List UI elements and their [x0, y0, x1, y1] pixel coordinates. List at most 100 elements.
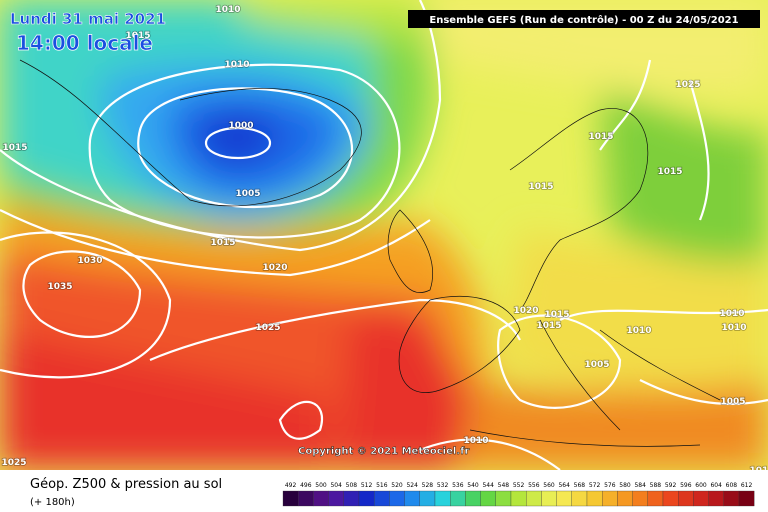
isobar-label: 1005 — [235, 189, 260, 199]
scale-label: 600 — [695, 482, 707, 489]
isobar-label: 1025 — [255, 323, 280, 333]
scale-swatch — [510, 490, 527, 507]
local-time: 14:00 locale — [16, 31, 153, 55]
isobar-label: 1035 — [47, 282, 72, 292]
isobar-label: 1015 — [2, 143, 27, 153]
scale-swatch — [298, 490, 314, 507]
isobar-label: 1005 — [584, 360, 609, 370]
scale-label: 520 — [391, 482, 403, 489]
scale-label: 608 — [726, 482, 738, 489]
scale-swatch — [617, 490, 633, 507]
scale-label: 612 — [741, 482, 753, 489]
scale-swatch — [723, 490, 740, 507]
scale-label: 568 — [574, 482, 586, 489]
scale-swatch — [404, 490, 420, 507]
isobar-label: 1015 — [528, 182, 553, 192]
scale-label: 548 — [498, 482, 510, 489]
scale-label: 592 — [665, 482, 677, 489]
scale-label: 496 — [300, 482, 312, 489]
isobar-label: 1000 — [228, 121, 253, 131]
isobar-label: 1005 — [720, 397, 745, 407]
scale-label: 528 — [422, 482, 434, 489]
lead-time: (+ 180h) — [30, 497, 75, 508]
scale-swatch — [465, 490, 481, 507]
scale-label: 572 — [589, 482, 601, 489]
scale-swatch — [708, 490, 724, 507]
field: 1010101510101000100510151015102010301035… — [0, 0, 768, 476]
run-banner — [408, 10, 760, 28]
isobar-label: 1020 — [513, 306, 538, 316]
isobar-label: 1010 — [215, 5, 240, 15]
isobar-label: 1015 — [210, 238, 235, 248]
isobar-label: 1010 — [224, 60, 249, 70]
color-scale: 492 496 500 504 508 512 516 520 524 528 532 536 540 5… — [282, 482, 755, 507]
scale-label: 560 — [543, 482, 555, 489]
isobar-label: 1015 — [125, 31, 150, 41]
scale-swatch — [662, 490, 679, 507]
scale-label: 580 — [619, 482, 631, 489]
scale-swatch — [313, 490, 329, 507]
scale-label: 508 — [346, 482, 358, 489]
isobar-label: 1010 — [721, 323, 746, 333]
scale-label: 500 — [315, 482, 327, 489]
isobar-label: 1010 — [626, 326, 651, 336]
isobar-label: 1010 — [719, 309, 744, 319]
isobar-label: 1025 — [1, 458, 26, 468]
isobar-label: 1025 — [675, 80, 700, 90]
scale-label: 556 — [528, 482, 540, 489]
scale-label: 536 — [452, 482, 464, 489]
isobar-label: 1015 — [588, 132, 613, 142]
isobar-label: 1010 — [749, 466, 768, 476]
scale-label: 596 — [680, 482, 692, 489]
scale-label: 516 — [376, 482, 388, 489]
scale-label: 540 — [467, 482, 479, 489]
isobar-label: 1010 — [463, 436, 488, 446]
scale-swatch — [419, 490, 436, 507]
coastlines — [19, 59, 721, 447]
scale-label: 552 — [513, 482, 525, 489]
scale-swatch — [343, 490, 360, 507]
scale-swatch — [358, 490, 375, 507]
scale-label: 576 — [604, 482, 616, 489]
scale-swatch — [738, 490, 755, 507]
isobar-label: 1015 — [657, 167, 682, 177]
scale-label: 544 — [482, 482, 494, 489]
scale-swatch — [693, 490, 709, 507]
scale-swatch — [556, 490, 572, 507]
scale-label: 584 — [634, 482, 646, 489]
scale-label: 504 — [330, 482, 342, 489]
isobar-label: 1020 — [262, 263, 287, 273]
scale-swatch — [434, 490, 451, 507]
scale-label: 512 — [361, 482, 373, 489]
isobars — [0, 0, 768, 470]
scale-swatch — [632, 490, 648, 507]
scale-swatch — [526, 490, 542, 507]
isobar-label: 1030 — [77, 256, 102, 266]
scale-label: 524 — [406, 482, 418, 489]
isobar-label: 1015 — [536, 321, 561, 331]
scale-swatch — [374, 490, 390, 507]
scale-swatch — [282, 490, 299, 507]
scale-swatch — [541, 490, 557, 507]
scale-swatch — [389, 490, 405, 507]
scale-label: 588 — [650, 482, 662, 489]
scale-swatch — [480, 490, 496, 507]
scale-label: 492 — [285, 482, 297, 489]
scale-label: 532 — [437, 482, 449, 489]
scale-swatch — [586, 490, 603, 507]
footer-title: Géop. Z500 & pression au sol — [30, 477, 222, 492]
scale-swatch — [495, 490, 512, 507]
isobar-label: 1015 — [544, 310, 569, 320]
scale-swatch — [647, 490, 664, 507]
run-info: Ensemble GEFS (Run de contrôle) - 00 Z d… — [429, 14, 738, 26]
scale-label: 564 — [558, 482, 570, 489]
scale-swatch — [328, 490, 344, 507]
copyright: Copyright © 2021 Meteociel.fr — [298, 446, 469, 457]
scale-swatch — [571, 490, 588, 507]
date: Lundi 31 mai 2021 — [10, 10, 166, 28]
isobar-labels: 1010101510101000100510151015102010301035… — [1, 4, 768, 476]
scale-swatch — [602, 490, 618, 507]
scale-swatch — [678, 490, 694, 507]
scale-swatch — [450, 490, 466, 507]
